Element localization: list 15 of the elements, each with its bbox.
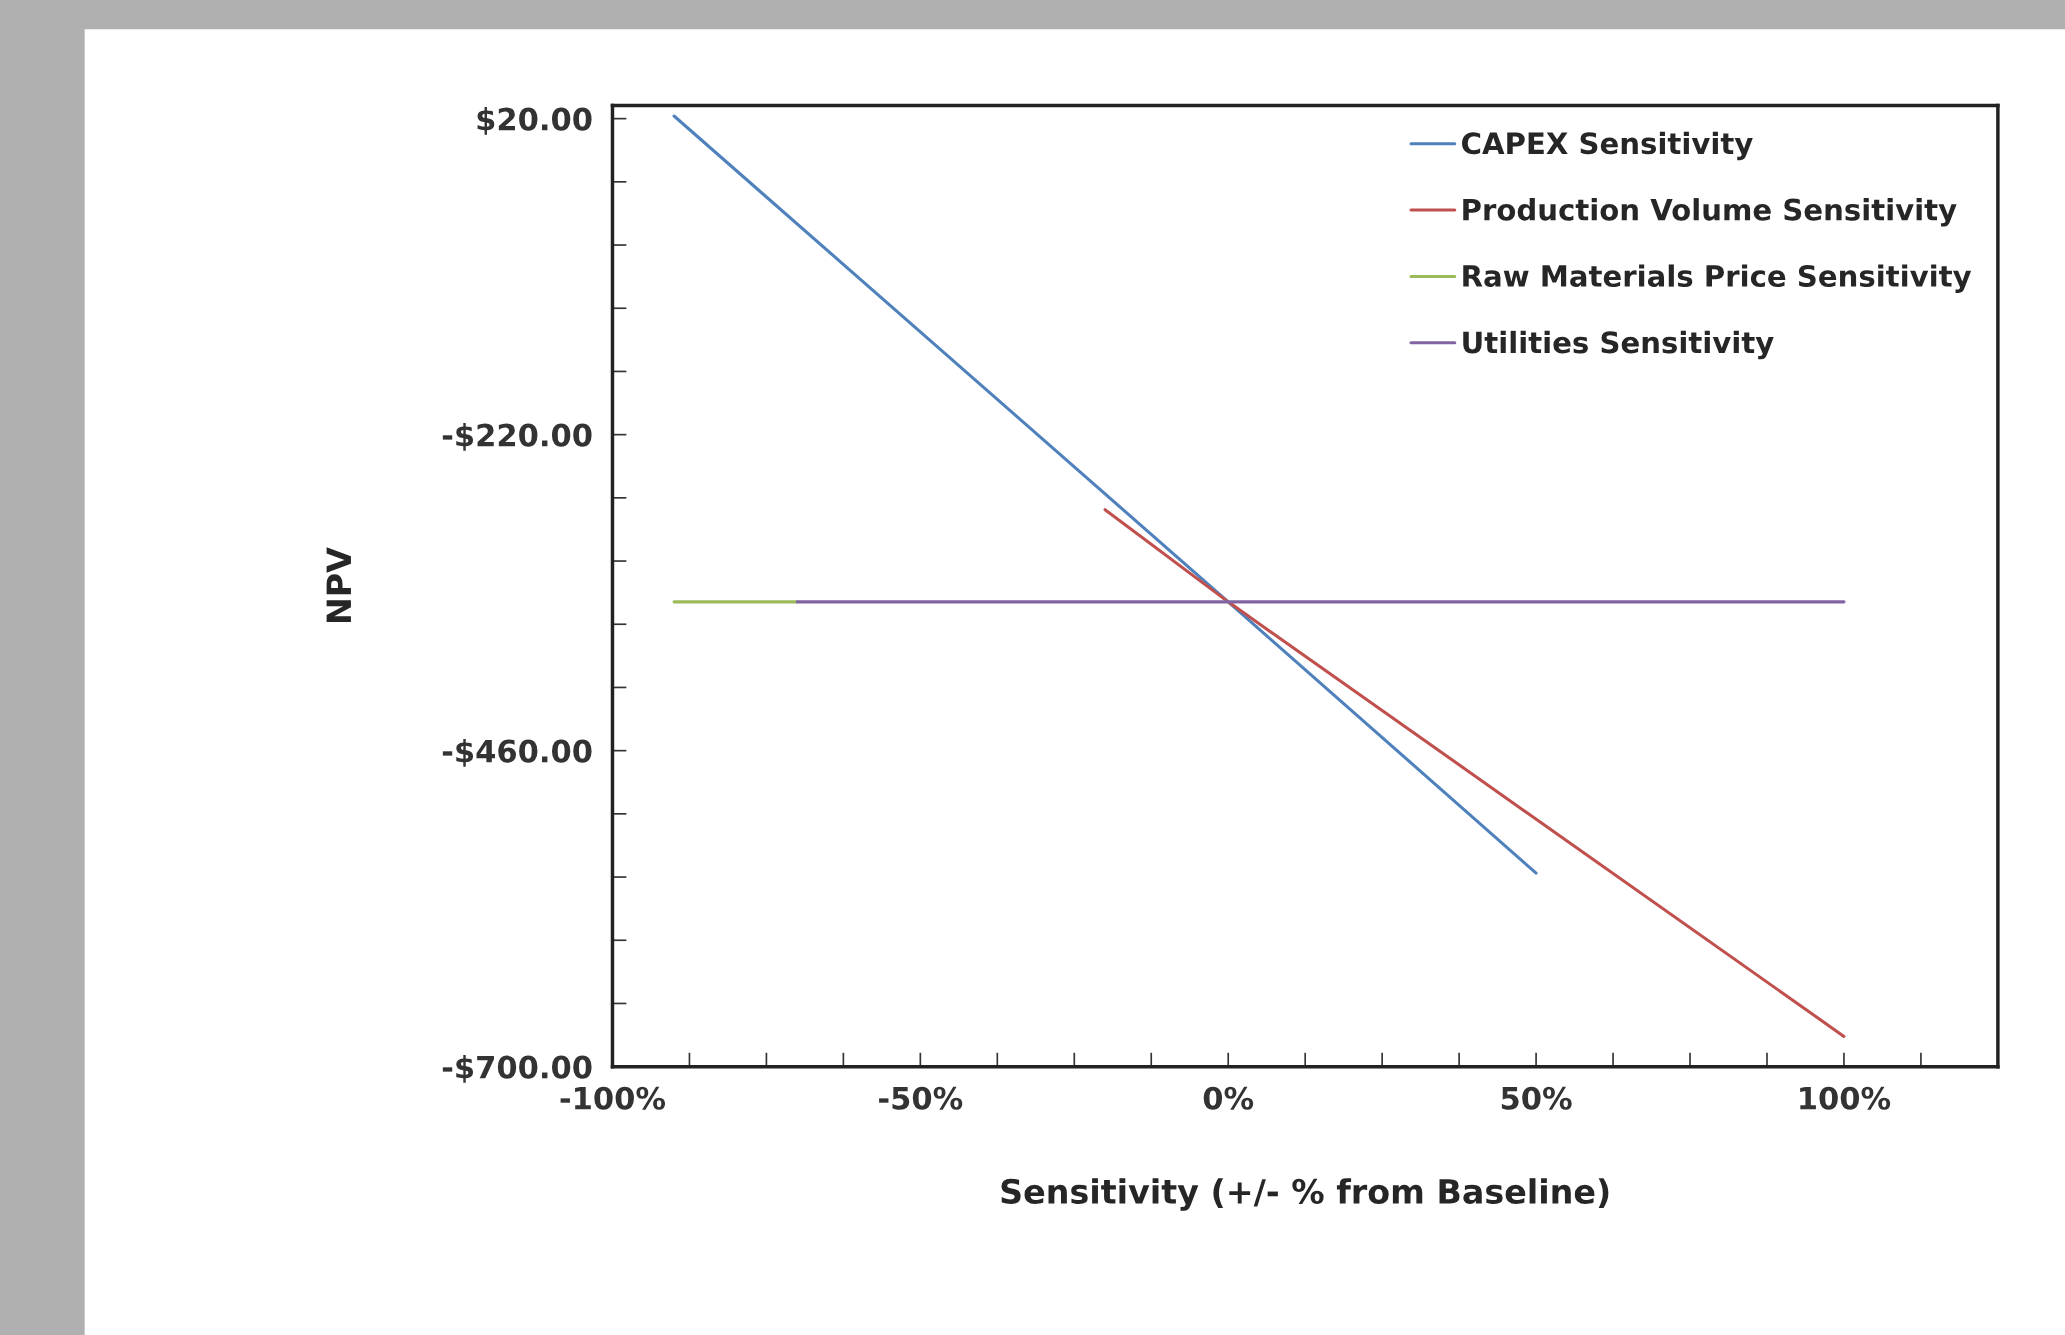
y-tick-label: -$700.00: [442, 1055, 592, 1083]
legend-label: Utilities Sensitivity: [1463, 330, 1774, 360]
y-tick-label: -$220.00: [442, 423, 592, 451]
x-tick-label: 100%: [1800, 1086, 1891, 1110]
x-tick-label: 50%: [1501, 1086, 1572, 1110]
legend-label: Production Volume Sensitivity: [1463, 198, 1957, 227]
y-tick-label: $20.00: [477, 107, 592, 135]
x-axis-title: Sensitivity (+/- % from Baseline): [1001, 1178, 1609, 1211]
x-tick-label: -50%: [879, 1086, 963, 1110]
legend-label: CAPEX Sensitivity: [1462, 131, 1753, 161]
y-axis-title: NPV: [326, 547, 351, 623]
x-tick-label: -100%: [560, 1086, 666, 1110]
y-tick-label: -$460.00: [442, 739, 592, 767]
legend-label: Raw Materials Price Sensitivity: [1463, 264, 1972, 293]
x-tick-label: 0%: [1203, 1086, 1254, 1110]
